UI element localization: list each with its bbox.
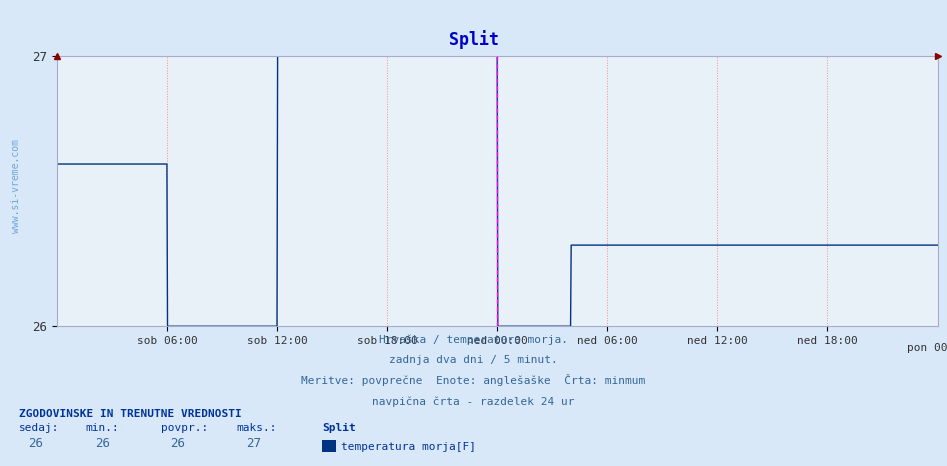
Text: ZGODOVINSKE IN TRENUTNE VREDNOSTI: ZGODOVINSKE IN TRENUTNE VREDNOSTI [19,409,241,419]
Text: pon 00:00: pon 00:00 [907,343,947,353]
Text: Meritve: povprečne  Enote: anglešaške  Črta: minmum: Meritve: povprečne Enote: anglešaške Črt… [301,375,646,386]
Text: Split: Split [322,423,356,433]
Text: 26: 26 [28,438,44,450]
Text: povpr.:: povpr.: [161,423,208,433]
Text: 26: 26 [170,438,186,450]
Text: navpična črta - razdelek 24 ur: navpična črta - razdelek 24 ur [372,397,575,407]
Text: www.si-vreme.com: www.si-vreme.com [11,139,22,233]
Text: 26: 26 [95,438,110,450]
Text: min.:: min.: [85,423,119,433]
Text: temperatura morja[F]: temperatura morja[F] [341,442,476,452]
Text: Hrvaška / temperatura morja.: Hrvaška / temperatura morja. [379,334,568,344]
Text: 27: 27 [246,438,261,450]
Text: Split: Split [449,30,498,49]
Text: maks.:: maks.: [237,423,277,433]
Text: zadnja dva dni / 5 minut.: zadnja dva dni / 5 minut. [389,356,558,365]
Text: sedaj:: sedaj: [19,423,60,433]
